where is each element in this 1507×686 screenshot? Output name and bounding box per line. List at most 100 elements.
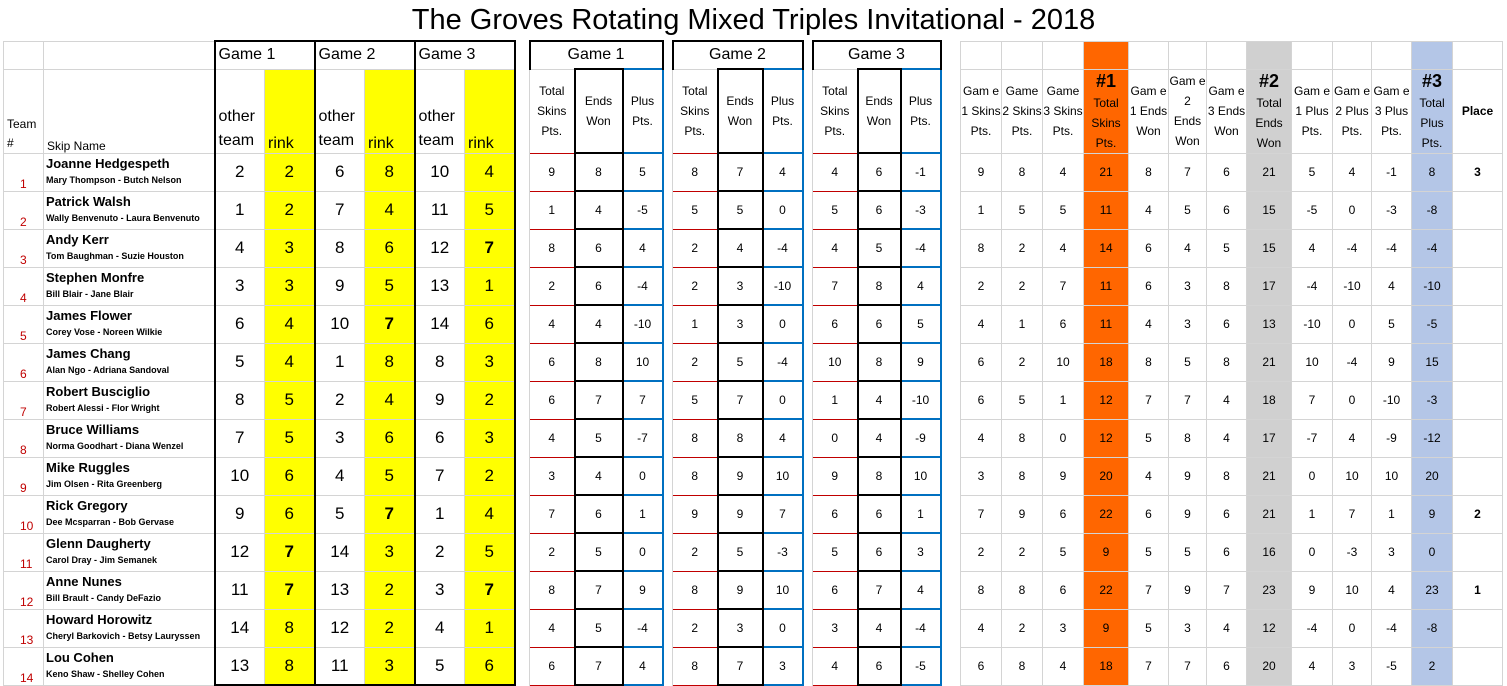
g3-other-team: 3 <box>414 570 465 610</box>
header-game3-skins: Game 3 Skins Pts. <box>1042 68 1084 154</box>
game2-skins: 5 <box>1001 380 1043 420</box>
table-row: 6 James Chang Alan Ngo - Adriana Sandoval 5… <box>3 342 1503 382</box>
team-players: Bill Blair - Jane Blair <box>46 289 134 299</box>
game1-ends: 7 <box>1128 646 1169 686</box>
g2-plus-pts: 4 <box>761 418 804 458</box>
team-players: Robert Alessi - Flor Wright <box>46 403 160 413</box>
game1-plus: 1 <box>1291 494 1333 534</box>
team-number: 8 <box>3 418 44 458</box>
g2-plus-pts: -4 <box>761 228 804 268</box>
table-row: 5 James Flower Corey Vose - Noreen Wilkie 6… <box>3 304 1503 344</box>
header-total-plus: #3 Total Plus Pts. <box>1411 68 1453 154</box>
team-players: Carol Dray - Jim Semanek <box>46 555 158 565</box>
header-g1-plus-pts: Plus Pts. <box>621 68 664 154</box>
g3-plus-pts: -1 <box>899 152 942 192</box>
g1-ends-won: 7 <box>573 380 624 420</box>
total-skins: 20 <box>1083 456 1129 496</box>
g1-ends-won: 5 <box>573 608 624 648</box>
game2-ends: 3 <box>1168 266 1207 306</box>
skip-cell: Andy Kerr Tom Baughman - Suzie Houston <box>43 228 215 268</box>
skip-name: Rick Gregory <box>46 498 128 513</box>
header-g3-ends-won: Ends Won <box>856 68 902 154</box>
g3-plus-pts: -4 <box>899 608 942 648</box>
g3-ends-won: 4 <box>856 380 902 420</box>
team-players: Dee Mcsparran - Bob Gervase <box>46 517 175 527</box>
g1-rink: 4 <box>264 342 316 382</box>
g3-other-team: 7 <box>414 456 465 496</box>
skip-name: Joanne Hedgespeth <box>46 156 170 171</box>
g3-plus-pts: 4 <box>899 570 942 610</box>
total-skins: 11 <box>1083 304 1129 344</box>
game1-skins: 4 <box>960 608 1002 648</box>
game1-plus: 0 <box>1291 456 1333 496</box>
g3-plus-pts: -4 <box>899 228 942 268</box>
game2-ends: 5 <box>1168 190 1207 230</box>
g2-other-team: 8 <box>314 228 365 268</box>
table-row: 11 Glenn Daugherty Carol Dray - Jim Semane… <box>3 532 1503 572</box>
game2-plus: 3 <box>1332 646 1372 686</box>
total-plus: -4 <box>1411 228 1453 268</box>
skip-name: Mike Ruggles <box>46 460 130 475</box>
g2-ends-won: 5 <box>716 532 764 572</box>
g3-total-skins: 5 <box>812 532 858 572</box>
g2-ends-won: 9 <box>716 570 764 610</box>
g3-total-skins: 1 <box>812 380 858 420</box>
header-rank-3: #3 <box>1421 70 1443 91</box>
total-plus: 0 <box>1411 532 1453 572</box>
g2-other-team: 3 <box>314 418 365 458</box>
g2-rink: 6 <box>364 418 416 458</box>
team-players: Alan Ngo - Adriana Sandoval <box>46 365 170 375</box>
g1-plus-pts: 4 <box>621 228 664 268</box>
g1-rink: 5 <box>264 418 316 458</box>
total-skins: 9 <box>1083 608 1129 648</box>
g2-rink: 2 <box>364 608 416 648</box>
place: 1 <box>1452 570 1503 610</box>
g1-other-team: 2 <box>213 152 265 192</box>
g3-plus-pts: 10 <box>899 456 942 496</box>
game3-ends: 5 <box>1206 228 1247 268</box>
g1-plus-pts: 0 <box>621 532 664 572</box>
place <box>1452 304 1503 344</box>
header-total-skins-label: Total Skins Pts. <box>1091 95 1121 150</box>
team-number: 7 <box>3 380 44 420</box>
g1-rink: 6 <box>264 456 316 496</box>
g2-total-skins: 8 <box>672 456 718 496</box>
g3-plus-pts: -9 <box>899 418 942 458</box>
header-game1-skins: Gam e 1 Skins Pts. <box>960 68 1002 154</box>
g3-total-skins: 5 <box>812 190 858 230</box>
g2-total-skins: 2 <box>672 532 718 572</box>
game1-skins: 3 <box>960 456 1002 496</box>
game3-plus: 1 <box>1371 494 1412 534</box>
g1-rink: 7 <box>264 570 316 610</box>
g1-plus-pts: 10 <box>621 342 664 382</box>
game3-plus: -4 <box>1371 608 1412 648</box>
table-row: 9 Mike Ruggles Jim Olsen - Rita Greenberg 1… <box>3 456 1503 496</box>
g3-plus-pts: 5 <box>899 304 942 344</box>
skip-cell: Bruce Williams Norma Goodhart - Diana Wen… <box>43 418 215 458</box>
total-ends: 21 <box>1246 342 1292 382</box>
g1-plus-pts: 1 <box>621 494 664 534</box>
total-plus: -8 <box>1411 608 1453 648</box>
total-skins: 11 <box>1083 266 1129 306</box>
total-plus: 2 <box>1411 646 1453 686</box>
g2-total-skins: 2 <box>672 266 718 306</box>
total-plus: -10 <box>1411 266 1453 306</box>
g1-ends-won: 4 <box>573 304 624 344</box>
g1-plus-pts: 4 <box>621 646 664 686</box>
g3-ends-won: 6 <box>856 190 902 230</box>
table-row: 8 Bruce Williams Norma Goodhart - Diana We… <box>3 418 1503 458</box>
game1-ends: 8 <box>1128 342 1169 382</box>
skip-cell: Stephen Monfre Bill Blair - Jane Blair <box>43 266 215 306</box>
g3-ends-won: 4 <box>856 418 902 458</box>
g3-other-team: 9 <box>414 380 465 420</box>
game1-ends: 5 <box>1128 608 1169 648</box>
team-players: Norma Goodhart - Diana Wenzel <box>46 441 184 451</box>
g2-plus-pts: 10 <box>761 456 804 496</box>
g3-rink: 1 <box>464 608 516 648</box>
g1-total-skins: 6 <box>529 380 575 420</box>
game2-plus: 0 <box>1332 380 1372 420</box>
game1-ends: 4 <box>1128 456 1169 496</box>
g2-rink: 8 <box>364 152 416 192</box>
game1-skins: 1 <box>960 190 1002 230</box>
game3-skins: 5 <box>1042 532 1084 572</box>
